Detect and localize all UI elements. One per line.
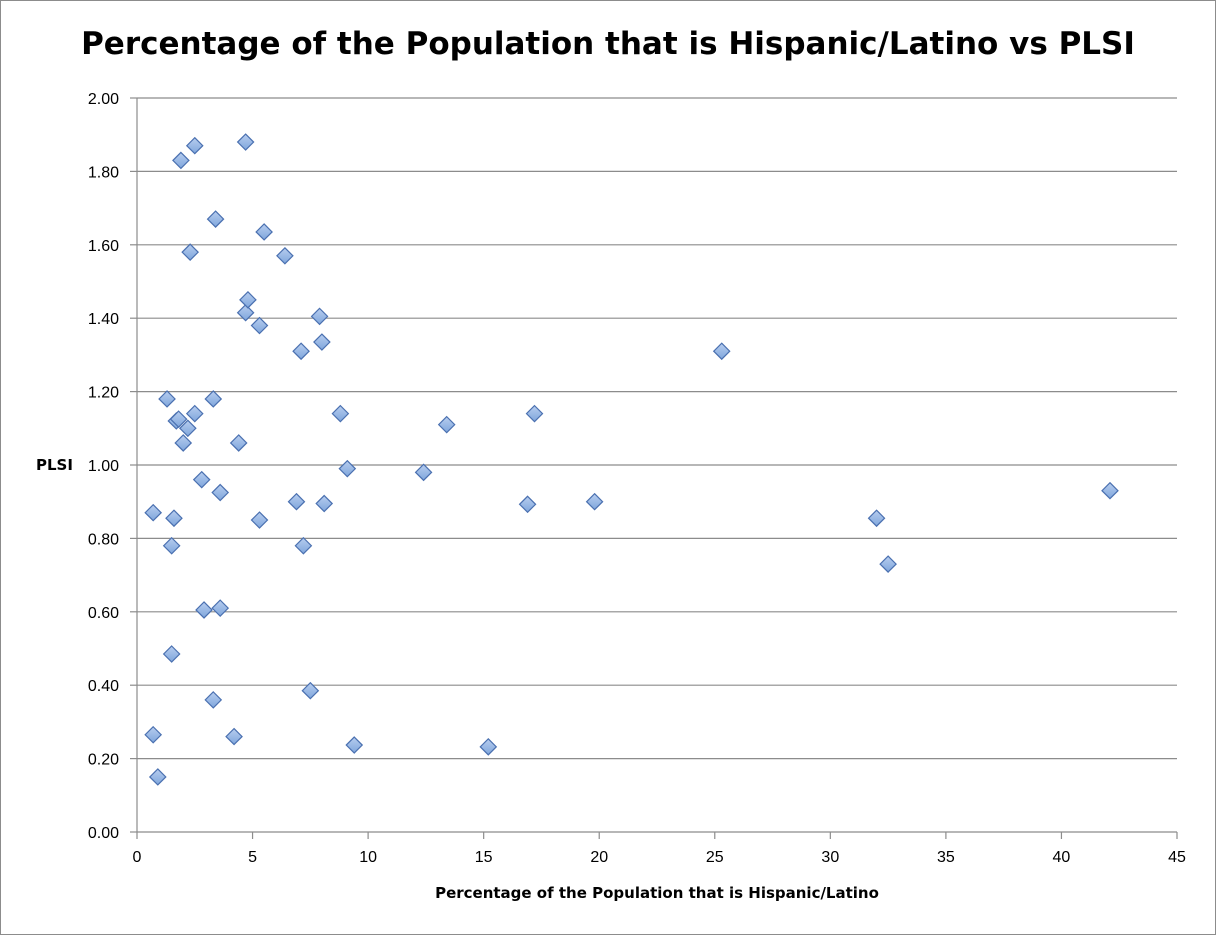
y-tick-label: 1.60	[88, 238, 119, 255]
chart-title: Percentage of the Population that is His…	[81, 26, 1135, 62]
data-point-marker	[236, 303, 255, 322]
data-point-marker	[236, 133, 255, 151]
y-tick-label: 1.80	[88, 164, 119, 181]
y-tick-label: 0.20	[88, 752, 119, 769]
y-tick-label: 0.60	[88, 605, 119, 622]
x-tick-label: 10	[359, 849, 377, 866]
data-point-marker	[185, 136, 204, 155]
data-point-marker	[239, 291, 257, 309]
y-axis-label: PLSI	[36, 456, 73, 474]
x-tick-label: 40	[1053, 849, 1071, 866]
data-point-marker	[169, 410, 188, 428]
data-point-marker	[879, 555, 897, 573]
data-point-marker	[148, 768, 167, 786]
data-point-marker	[204, 390, 223, 408]
data-point-marker	[331, 404, 350, 423]
x-tick-label: 30	[821, 849, 839, 866]
data-point-marker	[229, 434, 248, 452]
y-tick-label: 0.80	[88, 531, 119, 548]
data-point-marker	[204, 691, 223, 709]
data-point-marker	[144, 503, 163, 522]
data-point-marker	[192, 470, 211, 489]
data-point-marker	[185, 404, 204, 423]
data-point-marker	[211, 483, 230, 502]
data-point-marker	[585, 492, 604, 511]
data-point-marker	[158, 390, 176, 408]
data-point-marker	[712, 342, 731, 361]
y-tick-label: 1.40	[88, 311, 119, 328]
data-point-marker	[292, 342, 310, 361]
y-tick-label: 0.00	[88, 825, 119, 842]
x-tick-label: 25	[706, 849, 724, 866]
data-point-marker	[518, 495, 537, 514]
x-tick-label: 5	[248, 849, 257, 866]
y-tick-label: 0.40	[88, 678, 119, 695]
data-point-marker	[162, 536, 181, 555]
data-point-marker	[225, 727, 243, 746]
data-point-marker	[162, 645, 181, 663]
data-point-marker	[1101, 481, 1119, 500]
x-tick-label: 15	[475, 849, 493, 866]
gridlines	[137, 97, 1177, 760]
data-point-marker	[250, 316, 269, 335]
data-point-marker	[437, 415, 456, 434]
data-point-marker	[174, 434, 193, 452]
data-point-marker	[195, 601, 213, 619]
data-point-marker	[255, 223, 273, 241]
tick-labels: 0.00 0.20 0.40 0.60 0.80 1.00 1.20 1.40 1.60 1.80…	[88, 91, 1186, 866]
data-point-marker	[206, 210, 225, 228]
data-point-marker	[181, 243, 200, 261]
data-point-marker	[165, 509, 183, 528]
data-point-marker	[525, 404, 544, 423]
data-point-marker	[414, 463, 433, 482]
data-point-marker	[301, 681, 320, 700]
data-point-marker	[867, 509, 886, 528]
data-point-marker	[294, 536, 313, 555]
data-point-marker	[276, 246, 294, 265]
data-point-marker	[211, 599, 230, 617]
data-point-marker	[313, 333, 331, 351]
data-point-marker	[479, 738, 498, 756]
data-point-marker	[172, 151, 190, 170]
y-tick-label: 1.00	[88, 458, 119, 475]
data-point-marker	[250, 511, 269, 529]
x-tick-label: 45	[1168, 849, 1186, 866]
data-point-marker	[345, 736, 364, 754]
y-tick-label: 2.00	[88, 91, 119, 108]
x-axis-label: Percentage of the Population that is His…	[435, 884, 879, 902]
data-point-marker	[338, 459, 357, 478]
data-points	[144, 133, 1119, 786]
y-tick-label: 1.20	[88, 385, 119, 402]
x-tick-label: 20	[590, 849, 608, 866]
axes	[130, 97, 1178, 839]
x-tick-label: 35	[937, 849, 955, 866]
data-point-marker	[310, 307, 329, 326]
data-point-marker	[315, 494, 334, 513]
data-point-marker	[144, 725, 163, 744]
data-point-marker	[287, 492, 306, 511]
data-point-marker	[178, 419, 197, 438]
x-tick-label: 0	[133, 849, 142, 866]
